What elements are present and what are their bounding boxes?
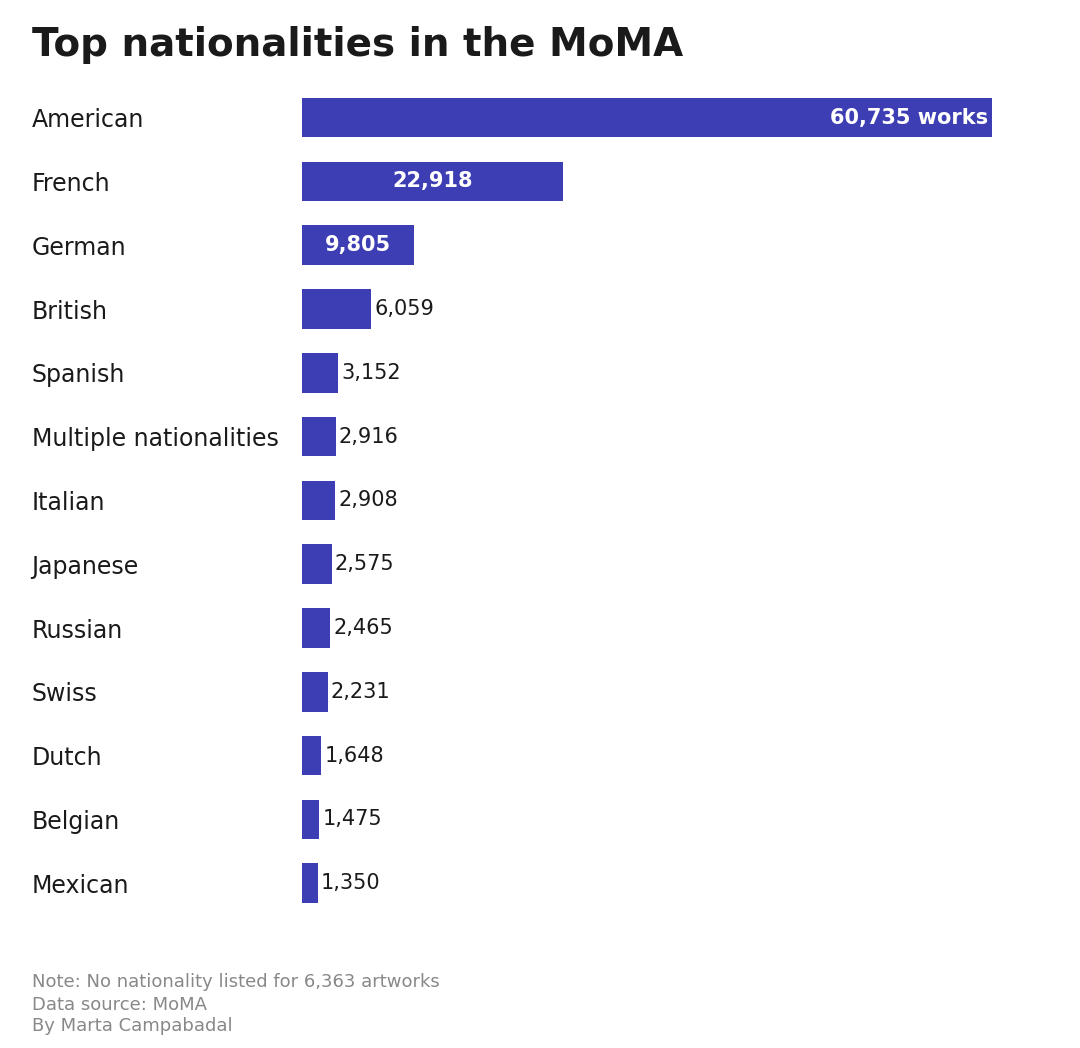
- Bar: [302, 353, 338, 393]
- Bar: [302, 800, 320, 839]
- Text: 60,735 works: 60,735 works: [829, 108, 988, 128]
- Bar: [302, 481, 336, 520]
- Text: 2,908: 2,908: [339, 490, 399, 510]
- Text: By Marta Campabadal: By Marta Campabadal: [32, 1017, 233, 1034]
- Text: Data source: MoMA: Data source: MoMA: [32, 996, 207, 1013]
- Bar: [302, 97, 993, 137]
- Bar: [302, 545, 332, 584]
- Bar: [302, 608, 330, 648]
- Text: 1,475: 1,475: [322, 809, 382, 829]
- Bar: [302, 161, 563, 201]
- Text: 1,350: 1,350: [321, 873, 380, 893]
- Text: Note: No nationality listed for 6,363 artworks: Note: No nationality listed for 6,363 ar…: [32, 973, 441, 990]
- Bar: [302, 736, 321, 776]
- Text: 6,059: 6,059: [375, 299, 434, 319]
- Text: 22,918: 22,918: [392, 172, 473, 192]
- Bar: [302, 672, 327, 712]
- Text: Top nationalities in the MoMA: Top nationalities in the MoMA: [32, 26, 684, 64]
- Text: 1,648: 1,648: [324, 745, 383, 766]
- Bar: [302, 289, 372, 329]
- Text: 9,805: 9,805: [325, 235, 391, 256]
- Text: 2,575: 2,575: [335, 554, 394, 574]
- Bar: [302, 864, 318, 903]
- Text: 2,465: 2,465: [334, 618, 393, 638]
- Bar: [302, 417, 336, 456]
- Text: 2,916: 2,916: [339, 427, 399, 446]
- Text: 2,231: 2,231: [330, 682, 391, 702]
- Bar: [302, 225, 414, 265]
- Text: 3,152: 3,152: [341, 363, 401, 383]
